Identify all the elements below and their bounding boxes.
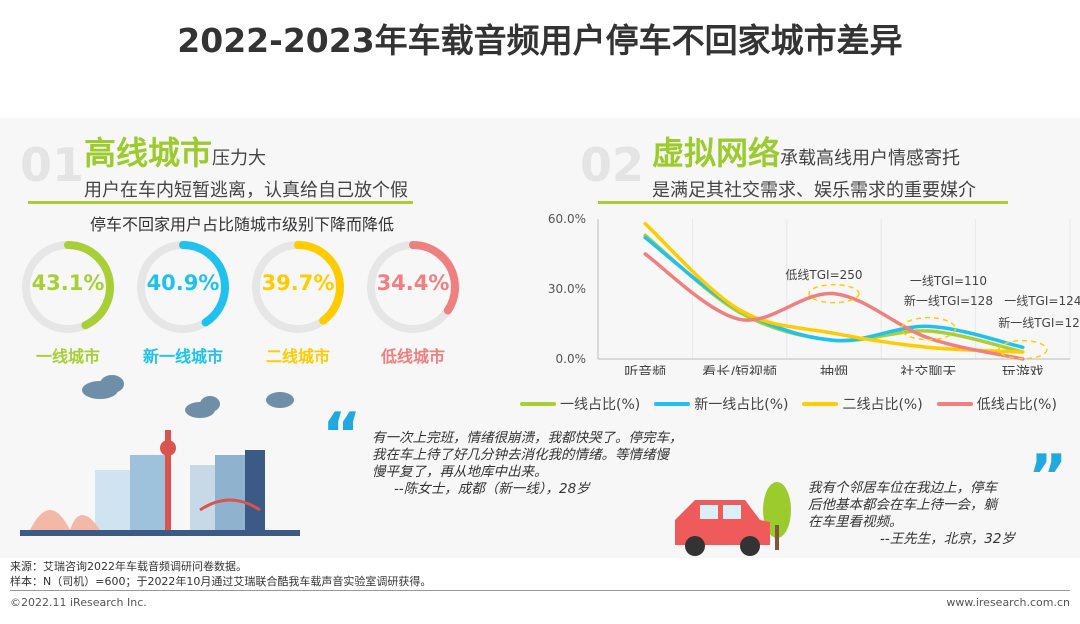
source-note: 来源：艾瑞咨询2022年车载音频调研问卷数据。 bbox=[10, 560, 247, 573]
x-tick-label: 看长/短视频 bbox=[702, 365, 777, 375]
legend-item: 新一线占比(%) bbox=[654, 394, 788, 414]
page-title: 2022-2023年车载音频用户停车不回家城市差异 bbox=[177, 21, 903, 60]
legend-label: 新一线占比(%) bbox=[694, 397, 789, 413]
legend-swatch bbox=[802, 402, 839, 406]
ring-chart bbox=[363, 237, 463, 341]
legend-label: 二线占比(%) bbox=[842, 397, 923, 413]
headline-suffix: 压力大 bbox=[212, 148, 267, 169]
quote-line: 有一次上完班，情绪很崩溃，我都快哭了。停完车， bbox=[372, 430, 683, 446]
quote-line: 慢平复了，再从地库中出来。 bbox=[372, 464, 548, 480]
series-line-1 bbox=[643, 235, 1025, 350]
series-line-3 bbox=[643, 252, 1025, 361]
left-headline: 高线城市 压力大 bbox=[84, 128, 266, 174]
quote-close-icon: ” bbox=[1028, 442, 1068, 512]
ring-fill bbox=[22, 241, 114, 333]
ring-label: 二线城市 bbox=[265, 347, 330, 366]
tgi-annotation: 一线TGI=124 bbox=[1004, 294, 1080, 308]
quote-line: 在车里看视频。 bbox=[808, 514, 903, 530]
ring-fill bbox=[367, 241, 459, 333]
ring-value: 40.9% bbox=[146, 271, 220, 295]
sample-note: 样本：N（司机）=600；于2022年10月通过艾瑞联合酷我车载声音实验室调研获… bbox=[10, 575, 432, 588]
quote-line: 我在车上待了好几分钟去消化我的情绪。等情绪慢 bbox=[372, 447, 669, 463]
ring-label: 一线城市 bbox=[35, 347, 100, 366]
footer-divider bbox=[10, 590, 1070, 591]
tgi-highlight bbox=[808, 283, 860, 304]
headline-main: 虚拟网络 bbox=[652, 134, 781, 172]
line-chart: 0.0% 30.0% 60.0% 听音频 看长/短视频 抽烟 社交聊天 玩游戏 低线TGI=25… bbox=[548, 212, 1080, 375]
content-panel bbox=[0, 118, 1080, 558]
ring-label: 低线城市 bbox=[380, 347, 445, 366]
car-illustration bbox=[675, 482, 791, 556]
legend-label: 低线占比(%) bbox=[976, 397, 1057, 413]
x-tick-label: 听音频 bbox=[624, 364, 666, 375]
ring-fill bbox=[137, 241, 229, 333]
quote-author: --陈女士，成都（新一线），28岁 bbox=[394, 481, 590, 497]
left-subtitle: 用户在车内短暂逃离，认真给自己放个假 bbox=[84, 180, 408, 201]
city-skyline-illustration bbox=[20, 375, 300, 536]
tgi-annotation: 一线TGI=110 bbox=[910, 274, 987, 288]
legend-swatch bbox=[654, 402, 691, 406]
tgi-annotation: 新一线TGI=128 bbox=[904, 293, 993, 308]
cloud-icon bbox=[82, 375, 294, 418]
ring-caption: 停车不回家用户占比随城市级别下降而降低 bbox=[90, 215, 395, 234]
ring-value: 39.7% bbox=[261, 271, 335, 295]
website-link[interactable]: www.iresearch.com.cn bbox=[946, 596, 1070, 609]
ring-chart bbox=[248, 237, 348, 341]
tgi-annotation: 低线TGI=250 bbox=[785, 268, 862, 282]
tgi-highlight bbox=[900, 316, 957, 341]
section-number: 01 bbox=[20, 138, 85, 192]
x-tick-label: 抽烟 bbox=[820, 365, 848, 375]
ring-chart bbox=[133, 237, 233, 341]
section-number: 02 bbox=[580, 138, 645, 192]
headline-suffix: 承载高线用户情感寄托 bbox=[780, 148, 961, 169]
quote-open-icon: “ bbox=[322, 400, 362, 470]
legend-swatch bbox=[520, 402, 556, 406]
legend-item: 二线占比(%) bbox=[802, 394, 923, 414]
left-quote: 有一次上完班，情绪很崩溃，我都快哭了。停完车， 我在车上待了好几分钟去消化我的情… bbox=[372, 430, 683, 498]
tgi-highlight bbox=[998, 339, 1048, 360]
x-tick-label: 玩游戏 bbox=[1002, 365, 1044, 375]
ring-value: 34.4% bbox=[376, 271, 450, 295]
quote-line: 后他基本都会在车上待一会，躺 bbox=[808, 497, 997, 513]
x-tick-label: 社交聊天 bbox=[900, 364, 956, 375]
divider bbox=[598, 201, 1008, 204]
ring-label: 新一线城市 bbox=[142, 347, 223, 366]
divider bbox=[28, 201, 413, 204]
copyright: ©2022.11 iResearch Inc. bbox=[10, 596, 147, 609]
legend-swatch bbox=[936, 402, 973, 406]
quote-author: --王先生，北京，32岁 bbox=[880, 531, 1015, 547]
legend-item: 一线占比(%) bbox=[520, 394, 640, 414]
legend-label: 一线占比(%) bbox=[560, 397, 641, 413]
y-tick-label: 30.0% bbox=[548, 282, 586, 296]
legend-item: 低线占比(%) bbox=[936, 394, 1057, 414]
ring-chart bbox=[18, 237, 118, 341]
quote-line: 我有个邻居车位在我边上，停车 bbox=[808, 480, 997, 496]
ring-fill bbox=[252, 241, 344, 333]
ring-value: 43.1% bbox=[31, 271, 105, 295]
right-headline: 虚拟网络 承载高线用户情感寄托 bbox=[652, 128, 960, 174]
right-subtitle: 是满足其社交需求、娱乐需求的重要媒介 bbox=[652, 180, 976, 201]
y-tick-label: 0.0% bbox=[556, 352, 587, 366]
chart-legend: 一线占比(%) 新一线占比(%) 二线占比(%) 低线占比(%) bbox=[520, 394, 1057, 414]
series-line-2 bbox=[643, 221, 1025, 354]
right-quote: 我有个邻居车位在我边上，停车 后他基本都会在车上待一会，躺 在车里看视频。 --… bbox=[808, 480, 1015, 548]
y-tick-label: 60.0% bbox=[548, 212, 586, 226]
tgi-annotation: 新一线TGI=120 bbox=[998, 315, 1080, 330]
headline-main: 高线城市 bbox=[84, 134, 213, 172]
